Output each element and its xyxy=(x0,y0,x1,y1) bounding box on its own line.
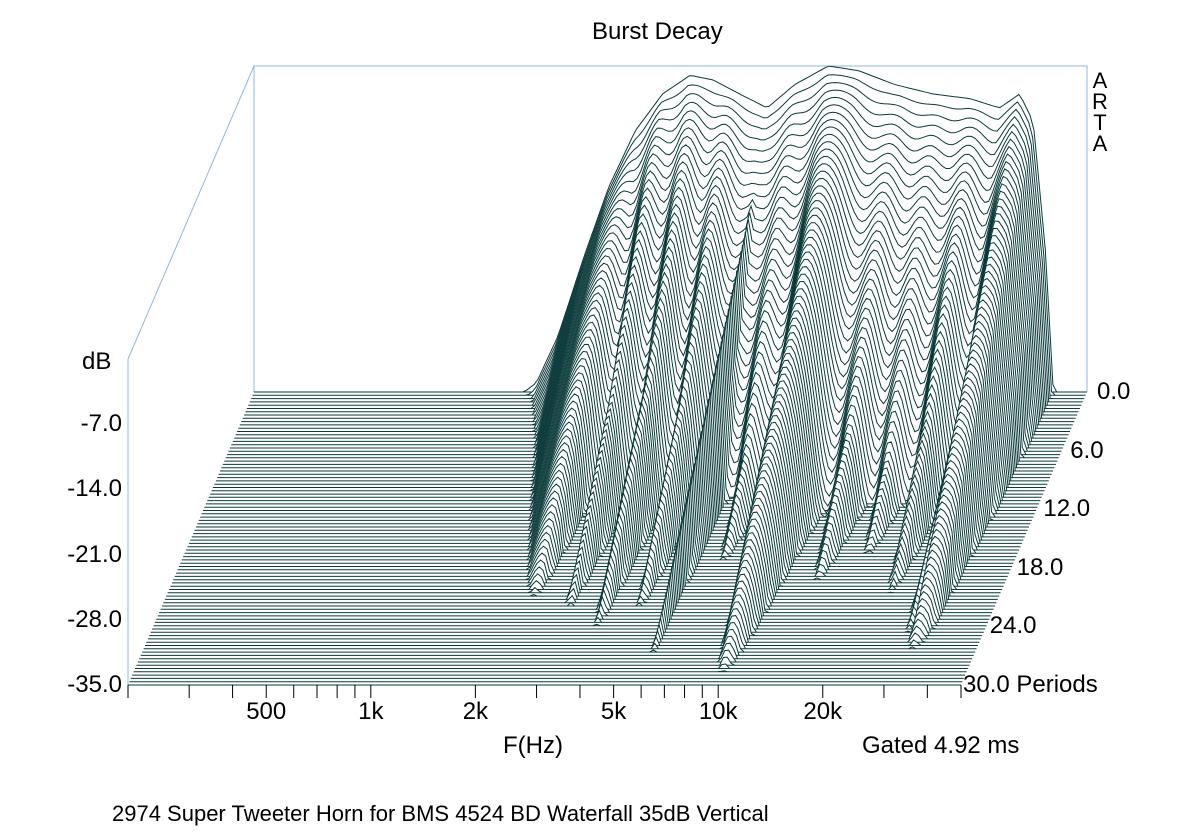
decay-slice xyxy=(190,394,1024,541)
decay-slice xyxy=(171,483,1005,584)
z-tick-label: 6.0 xyxy=(1070,436,1104,464)
decay-slice xyxy=(174,470,1008,577)
decay-slice xyxy=(180,442,1014,564)
decay-slice xyxy=(163,525,997,604)
decay-slice xyxy=(159,546,993,614)
decay-slice xyxy=(145,615,978,646)
decay-slice xyxy=(170,490,1004,587)
x-tick-label: 500 xyxy=(246,698,287,725)
decay-slice xyxy=(146,608,980,643)
decay-slice xyxy=(149,594,983,637)
x-tick-label: 1k xyxy=(358,698,384,725)
y-tick-label: -14.0 xyxy=(67,475,122,503)
decay-slice xyxy=(176,463,1010,574)
decay-slice xyxy=(133,670,967,673)
z-tick-label: 12.0 xyxy=(1043,495,1091,523)
decay-slice xyxy=(139,642,973,660)
y-tick-label: -21.0 xyxy=(67,540,122,568)
decay-slice xyxy=(201,338,1035,516)
decay-slice xyxy=(160,539,994,610)
y-tick-label: -35.0 xyxy=(67,671,122,698)
z-tick-label: 30.0 Periods xyxy=(963,671,1098,698)
watermark-letter: A xyxy=(1092,68,1108,93)
back-wall xyxy=(253,65,1088,392)
decay-slice xyxy=(166,511,1000,597)
z-tick-label: 18.0 xyxy=(1016,553,1064,581)
decay-slice xyxy=(188,401,1022,544)
watermark-letter: T xyxy=(1093,110,1107,135)
decay-slice xyxy=(137,649,971,663)
decay-slice xyxy=(147,601,981,640)
decay-slice xyxy=(154,566,988,623)
decay-slice xyxy=(150,587,984,633)
decay-slice xyxy=(153,573,987,628)
decay-slice xyxy=(200,345,1034,519)
watermark-letter: A xyxy=(1092,131,1108,156)
x-tick-label: 2k xyxy=(462,698,489,725)
decay-slice xyxy=(198,352,1032,522)
chart-title: Burst Decay xyxy=(592,18,723,45)
decay-slice xyxy=(173,477,1007,581)
decay-slice xyxy=(164,518,998,600)
gate-info: Gated 4.92 ms xyxy=(862,732,1020,759)
x-tick-label: 10k xyxy=(698,698,738,725)
decay-slice xyxy=(197,359,1031,525)
y-axis-unit: dB xyxy=(82,348,112,375)
side-wall xyxy=(127,65,255,685)
decay-slice xyxy=(179,449,1012,567)
x-tick-label: 5k xyxy=(600,698,627,725)
decay-slice xyxy=(186,414,1019,551)
footer-caption: 2974 Super Tweeter Horn for BMS 4524 BD … xyxy=(112,801,769,826)
decay-slice xyxy=(156,559,990,620)
decay-slices xyxy=(128,65,1087,686)
decay-slice xyxy=(196,366,1029,528)
decay-slice xyxy=(181,435,1015,561)
decay-slice xyxy=(143,621,977,650)
decay-slice xyxy=(152,580,986,631)
decay-slice xyxy=(177,456,1011,571)
decay-slice xyxy=(157,552,991,617)
decay-slice xyxy=(183,428,1017,558)
y-tick-label: -7.0 xyxy=(80,410,122,438)
decay-slice xyxy=(194,373,1028,531)
decay-slice xyxy=(187,408,1021,548)
decay-slice xyxy=(169,497,1003,590)
y-tick-label: -28.0 xyxy=(67,605,122,633)
x-axis-label: F(Hz) xyxy=(503,732,563,759)
axis-ticks xyxy=(127,685,962,698)
decay-slice xyxy=(184,421,1018,554)
decay-slice xyxy=(136,656,970,666)
z-tick-label: 24.0 xyxy=(989,612,1037,640)
watermark-letter: R xyxy=(1092,89,1108,114)
decay-slice xyxy=(140,635,974,656)
decay-slice xyxy=(211,288,1045,492)
decay-slice xyxy=(162,532,995,607)
x-tick-label: 20k xyxy=(803,698,843,725)
decay-slice xyxy=(191,387,1025,538)
decay-slice xyxy=(135,663,969,669)
decay-slice xyxy=(193,380,1027,535)
decay-slice xyxy=(167,504,1001,594)
decay-slice xyxy=(142,628,976,653)
z-tick-label: 0.0 xyxy=(1097,378,1131,405)
